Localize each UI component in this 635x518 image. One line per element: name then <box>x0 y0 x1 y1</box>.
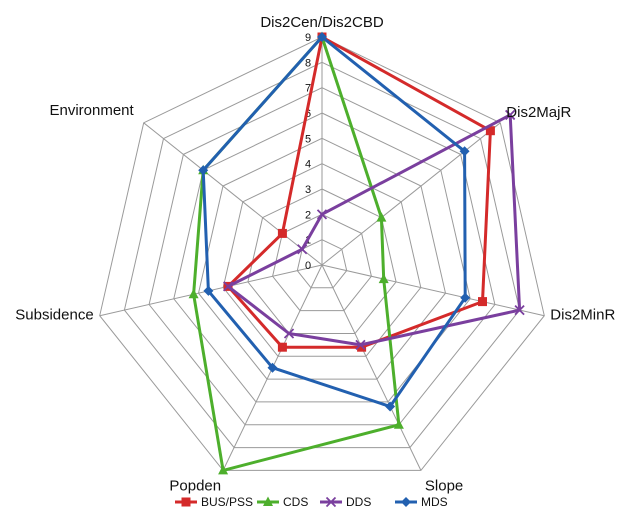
data-point <box>316 209 328 220</box>
grid-ring <box>99 36 545 471</box>
data-point <box>297 244 308 255</box>
axis-spoke <box>321 122 501 266</box>
data-point <box>478 297 487 307</box>
axis-label: Subsidence <box>15 307 93 324</box>
data-point <box>460 292 471 303</box>
data-point <box>505 109 516 121</box>
series-line <box>226 35 492 349</box>
data-point <box>277 342 287 352</box>
series-line <box>226 113 522 347</box>
series-line <box>192 35 401 472</box>
data-point <box>459 146 470 157</box>
tick-label: 4 <box>305 159 311 171</box>
legend-marker <box>263 496 273 506</box>
axis-label: Slope <box>425 477 463 494</box>
axis-label: Environment <box>49 102 134 119</box>
grid-ring <box>247 188 397 334</box>
series-mds <box>198 32 471 412</box>
axis-spoke <box>321 264 545 317</box>
data-point <box>218 464 229 475</box>
legend-marker <box>181 497 191 507</box>
data-point <box>385 401 396 412</box>
series-dds <box>223 109 525 351</box>
radar-series <box>188 31 525 475</box>
data-point <box>376 212 387 222</box>
legend-marker <box>325 496 337 508</box>
data-point <box>393 419 404 429</box>
grid-ring <box>173 112 471 403</box>
grid-ring <box>272 213 372 312</box>
data-point <box>355 339 366 351</box>
tick-label: 3 <box>305 184 311 196</box>
tick-label: 9 <box>305 32 311 44</box>
legend-label: BUS/PSS <box>201 495 253 509</box>
data-point <box>267 362 278 373</box>
chart-legend: BUS/PSS CDS DDS MDS <box>175 495 448 509</box>
axis-spoke <box>143 122 323 266</box>
grid-ring <box>222 163 422 357</box>
legend-item: DDS <box>320 495 371 509</box>
data-point <box>283 328 295 339</box>
data-point <box>277 228 287 238</box>
legend-label: MDS <box>421 495 448 509</box>
grid-ring <box>197 137 447 380</box>
legend-label: CDS <box>283 495 308 509</box>
legend-item: MDS <box>395 495 448 509</box>
axis-spoke <box>321 264 422 471</box>
tick-label: 5 <box>305 133 311 145</box>
data-point <box>485 126 495 136</box>
tick-label: 6 <box>305 108 311 120</box>
grid-ring <box>148 87 496 426</box>
tick-label: 7 <box>305 83 311 95</box>
data-point <box>203 285 214 296</box>
data-point <box>317 32 327 42</box>
data-point <box>188 288 199 299</box>
legend-item: BUS/PSS <box>175 495 253 509</box>
axis-label: Dis2MajR <box>506 104 571 121</box>
data-point <box>223 281 234 292</box>
axis-label: Dis2MinR <box>550 307 615 324</box>
data-point <box>378 273 389 284</box>
axis-label: Popden <box>169 477 221 494</box>
axis-labels: Dis2Cen/Dis2CBD Dis2MajR Dis2MinR Slope Popd… <box>15 14 615 494</box>
tick-label: 2 <box>305 209 311 221</box>
tick-label: 0 <box>305 260 311 272</box>
grid-ring <box>296 239 348 289</box>
data-point <box>514 304 525 316</box>
axis-label: Dis2Cen/Dis2CBD <box>260 14 384 31</box>
legend-item: CDS <box>257 495 308 509</box>
radar-grid <box>99 36 545 471</box>
legend-label: DDS <box>346 495 371 509</box>
tick-label: 8 <box>305 57 311 69</box>
legend-marker <box>401 497 411 507</box>
data-point <box>198 165 209 176</box>
grid-ring <box>123 61 521 449</box>
series-line <box>201 35 467 408</box>
